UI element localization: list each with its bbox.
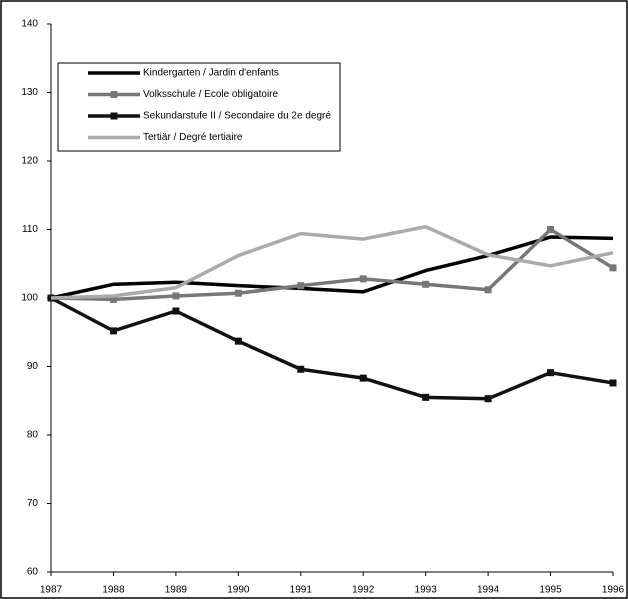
x-tick-label: 1996 bbox=[602, 585, 625, 596]
marker bbox=[234, 337, 242, 345]
marker bbox=[109, 295, 117, 303]
marker bbox=[359, 374, 367, 382]
marker bbox=[234, 289, 242, 297]
marker bbox=[422, 280, 430, 288]
marker bbox=[110, 112, 118, 120]
x-tick-label: 1988 bbox=[102, 585, 125, 596]
legend-label: Sekundarstufe II / Secondaire du 2e degr… bbox=[143, 111, 331, 122]
x-tick-label: 1991 bbox=[290, 585, 313, 596]
y-tick-label: 70 bbox=[27, 498, 39, 509]
series-line bbox=[50, 235, 614, 300]
legend-label: Kindergarten / Jardin d'enfants bbox=[143, 68, 279, 79]
x-tick-label: 1995 bbox=[539, 585, 562, 596]
x-tick-label: 1994 bbox=[477, 585, 500, 596]
x-tick-label: 1992 bbox=[352, 585, 375, 596]
x-tick-label: 1993 bbox=[415, 585, 438, 596]
marker bbox=[547, 369, 555, 377]
marker bbox=[172, 292, 180, 300]
marker bbox=[547, 226, 555, 233]
marker bbox=[484, 286, 492, 294]
marker bbox=[609, 379, 617, 387]
y-tick-label: 100 bbox=[21, 293, 38, 304]
y-tick-label: 140 bbox=[21, 19, 38, 30]
x-tick-label: 1990 bbox=[227, 585, 250, 596]
y-tick-label: 130 bbox=[21, 87, 38, 98]
y-tick-label: 80 bbox=[27, 430, 39, 441]
marker bbox=[359, 275, 367, 283]
marker bbox=[609, 264, 617, 272]
marker bbox=[422, 393, 430, 401]
marker bbox=[297, 365, 305, 373]
x-tick-label: 1987 bbox=[40, 585, 63, 596]
x-tick-label: 1989 bbox=[165, 585, 188, 596]
legend-label: Volksschule / Ecole obligatoire bbox=[143, 89, 279, 100]
series-line bbox=[50, 225, 614, 300]
series-line bbox=[50, 296, 614, 401]
y-tick-label: 120 bbox=[21, 156, 38, 167]
marker bbox=[484, 395, 492, 403]
y-tick-label: 90 bbox=[27, 361, 39, 372]
y-tick-label: 110 bbox=[22, 224, 38, 235]
marker bbox=[297, 282, 305, 290]
marker bbox=[172, 307, 180, 315]
legend-label: Tertiär / Degré tertiaire bbox=[143, 132, 243, 143]
marker bbox=[110, 91, 118, 98]
y-tick-label: 60 bbox=[27, 567, 39, 578]
marker bbox=[109, 327, 117, 335]
